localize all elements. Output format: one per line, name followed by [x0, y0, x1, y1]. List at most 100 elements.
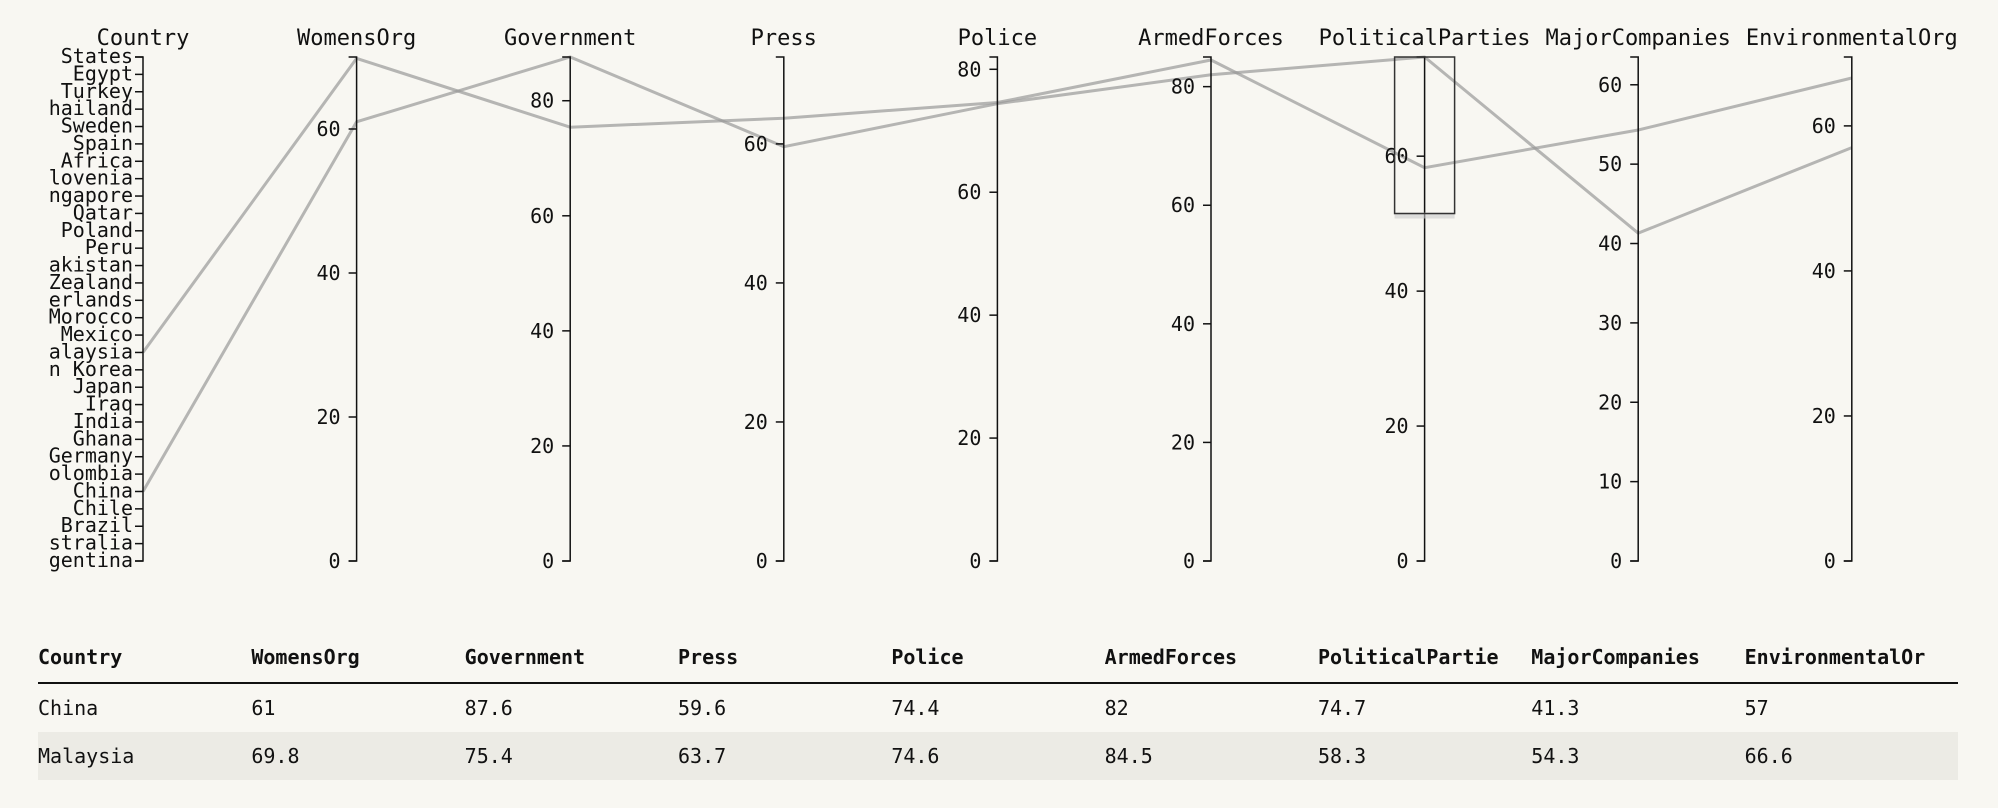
- tick-label: 40: [1171, 312, 1195, 336]
- axis-title-majorcompanies[interactable]: MajorCompanies: [1545, 26, 1730, 51]
- tick-label: 40: [530, 319, 554, 343]
- axis-country: CountryStatesEgyptTurkeyhailandSwedenSpa…: [49, 26, 190, 572]
- column-header-armedforces[interactable]: ArmedForces: [1104, 636, 1318, 684]
- category-label-ngapore: ngapore: [49, 183, 133, 207]
- tick-label: 10: [1598, 470, 1622, 494]
- axis-title-country[interactable]: Country: [97, 26, 190, 51]
- tick-label: 60: [1171, 193, 1195, 217]
- tick-label: 40: [1812, 259, 1836, 283]
- axis-line-government: [562, 56, 571, 562]
- tick-label: 20: [1171, 430, 1195, 454]
- axis-line-environmentalorg: [1843, 56, 1853, 562]
- table-cell: 58.3: [1317, 732, 1532, 780]
- column-header-police[interactable]: Police: [891, 636, 1105, 684]
- category-label-hailand: hailand: [49, 96, 133, 120]
- category-label-mexico: Mexico: [61, 322, 133, 346]
- axis-title-press[interactable]: Press: [751, 26, 817, 51]
- axis-environmentalorg: EnvironmentalOrg 0 20 40 60: [1746, 26, 1958, 573]
- category-label-india: India: [73, 409, 133, 433]
- category-label-germany: Germany: [49, 444, 133, 468]
- axis-government: Government 0 20 40 60 80: [504, 26, 636, 573]
- column-header-majorcompanies[interactable]: MajorCompanies: [1531, 636, 1745, 684]
- category-label-zealand: Zealand: [49, 270, 133, 294]
- column-header-politicalparties[interactable]: PoliticalPartie: [1317, 636, 1532, 684]
- table-row[interactable]: Malaysia 69.8 75.4 63.7 74.6 84.5 58.3 5…: [38, 732, 1958, 780]
- category-label-brazil: Brazil: [61, 513, 133, 537]
- table-cell: 57: [1744, 696, 1769, 720]
- axis-title-armedforces[interactable]: ArmedForces: [1138, 26, 1284, 51]
- column-header-press[interactable]: Press: [677, 636, 892, 684]
- category-label-morocco: Morocco: [49, 305, 133, 329]
- column-header-environmentalorg[interactable]: EnvironmentalOr: [1744, 636, 1958, 684]
- brush-handle[interactable]: [1394, 212, 1455, 219]
- table-cell: 84.5: [1104, 732, 1318, 780]
- category-label-n-korea: n Korea: [49, 357, 133, 381]
- category-label-stralia: stralia: [49, 531, 133, 555]
- axis-title-environmentalorg[interactable]: EnvironmentalOrg: [1746, 26, 1958, 51]
- tick-label: 0: [969, 549, 981, 573]
- tick-label: 20: [957, 426, 981, 450]
- table-cell: 59.6: [677, 696, 727, 720]
- category-label-olombia: olombia: [49, 461, 133, 485]
- tick-label: 60: [957, 180, 981, 204]
- tick-label: 0: [329, 549, 341, 573]
- axis-womensorg: WomensOrg 0 20 40 60: [297, 26, 416, 573]
- table-cell: 74.7: [1317, 696, 1367, 720]
- column-header-country[interactable]: Country: [38, 636, 252, 684]
- table-cell: 75.4: [464, 732, 678, 780]
- tick-label: 20: [317, 405, 341, 429]
- category-label-poland: Poland: [61, 218, 133, 242]
- tick-label: 60: [744, 132, 768, 156]
- tick-label: 20: [530, 434, 554, 458]
- tick-label: 60: [317, 117, 341, 141]
- tick-label: 0: [756, 549, 768, 573]
- column-header-womensorg[interactable]: WomensOrg: [251, 636, 465, 684]
- category-label-alaysia: alaysia: [49, 339, 133, 363]
- category-label-iraq: Iraq: [85, 392, 133, 416]
- table-cell: 41.3: [1531, 696, 1580, 720]
- axis-title-government[interactable]: Government: [504, 26, 636, 51]
- tick-label: 40: [957, 303, 981, 327]
- table-cell: 54.3: [1531, 732, 1745, 780]
- category-label-ghana: Ghana: [73, 426, 133, 450]
- tick-label: 80: [530, 89, 554, 113]
- table-cell: 69.8: [251, 732, 465, 780]
- axes-layer: CountryStatesEgyptTurkeyhailandSwedenSpa…: [49, 26, 1958, 573]
- category-label-turkey: Turkey: [61, 79, 133, 103]
- table-cell: Malaysia: [38, 732, 252, 780]
- axis-title-politicalparties[interactable]: PoliticalParties: [1319, 26, 1531, 51]
- tick-label: 60: [530, 204, 554, 228]
- tick-label: 0: [1824, 549, 1836, 573]
- table-cell: 63.7: [677, 732, 892, 780]
- axis-line-press: [775, 56, 785, 562]
- table-cell: 74.4: [891, 696, 940, 720]
- category-label-lovenia: lovenia: [49, 166, 133, 190]
- column-header-government[interactable]: Government: [464, 636, 678, 684]
- table-row[interactable]: China 61 87.6 59.6 74.4 82 74.7 41.3 57: [38, 683, 1958, 732]
- tick-label: 60: [1598, 73, 1622, 97]
- brush-layer[interactable]: [1393, 56, 1456, 219]
- tick-label: 0: [1610, 549, 1622, 573]
- axis-politicalparties: PoliticalParties 0 20 40 60: [1319, 26, 1531, 573]
- axis-police: Police 0 20 40 60 80: [957, 26, 1037, 573]
- axis-title-police[interactable]: Police: [958, 26, 1037, 51]
- brush-selection[interactable]: [1393, 56, 1456, 215]
- axis-armedforces: ArmedForces 0 20 40 60 80: [1138, 26, 1284, 573]
- parallel-coordinates-chart: CountryStatesEgyptTurkeyhailandSwedenSpa…: [49, 26, 1958, 573]
- category-label-qatar: Qatar: [73, 200, 133, 224]
- table-cell: 61: [251, 696, 276, 720]
- tick-label: 0: [1183, 549, 1195, 573]
- table-cell: 87.6: [464, 696, 513, 720]
- tick-label: 0: [542, 549, 554, 573]
- tick-label: 20: [1385, 414, 1409, 438]
- axis-press: Press 0 20 40 60: [744, 26, 817, 573]
- tick-label: 80: [957, 57, 981, 81]
- tick-label: 20: [1812, 404, 1836, 428]
- axis-title-womensorg[interactable]: WomensOrg: [297, 26, 416, 51]
- axis-line-politicalparties: [1416, 56, 1426, 562]
- tick-label: 80: [1171, 75, 1195, 99]
- tick-label: 20: [1598, 390, 1622, 414]
- category-label-egypt: Egypt: [73, 61, 133, 85]
- tick-label: 40: [1598, 232, 1622, 256]
- axis-line-country: [135, 56, 144, 562]
